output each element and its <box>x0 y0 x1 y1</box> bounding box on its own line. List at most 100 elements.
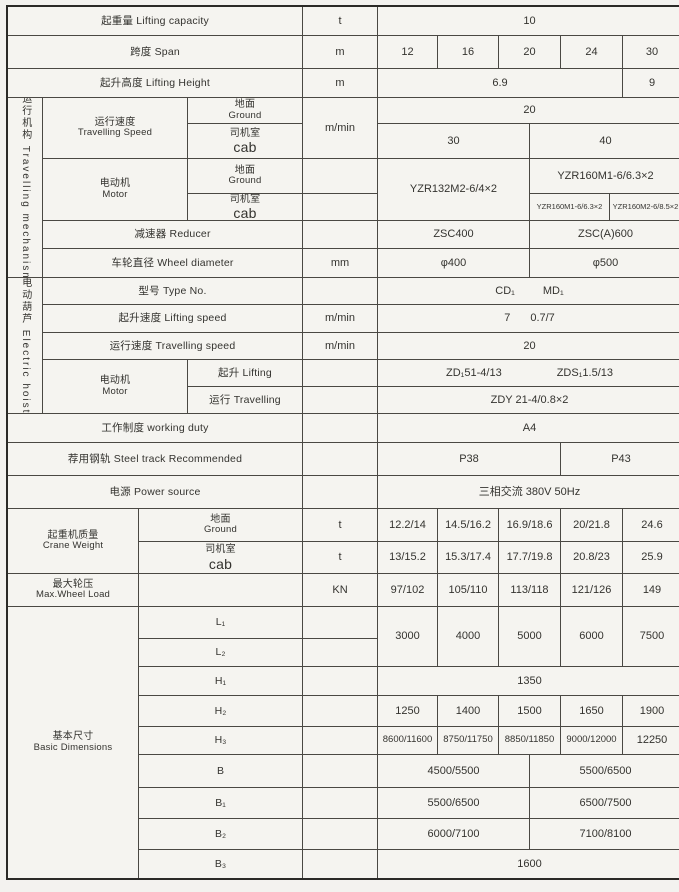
max-wheel-load-4: 149 <box>623 574 679 606</box>
tm-speed-ground-zh: 地面 <box>234 99 256 111</box>
crane-weight-ground-4: 24.6 <box>623 509 679 541</box>
dim-l-value-4: 7500 <box>623 607 679 666</box>
span-unit: m <box>303 36 377 68</box>
empty-cell <box>303 387 377 413</box>
dim-h3-label: H₃ <box>139 727 302 754</box>
lifting-height-unit: m <box>303 69 377 97</box>
reducer-label: 减速器 Reducer <box>43 221 302 248</box>
tm-travelling-speed-label: 运行速度 Travelling Speed <box>43 98 187 158</box>
crane-weight-cab-4: 25.9 <box>623 542 679 573</box>
hoist-lifting-speed-b: 0.7/7 <box>530 312 555 325</box>
tm-motor-value-cab-left: YZR160M1-6/6.3×2 <box>530 194 609 220</box>
tm-motor-label-zh: 电动机 <box>99 178 131 190</box>
dim-h2-label: H₂ <box>139 696 302 726</box>
empty-cell <box>303 819 377 849</box>
dim-b2-label: B₂ <box>139 819 302 849</box>
tm-travelling-speed-label-zh: 运行速度 <box>94 116 136 128</box>
tm-speed-cab-zh: 司机室 <box>229 127 261 139</box>
hoist-motor-label-zh: 电动机 <box>99 375 131 387</box>
tm-motor-label-en: Motor <box>102 188 128 200</box>
empty-cell <box>303 607 377 638</box>
hoist-type-value: CD₁ MD₁ <box>378 278 679 304</box>
section-travelling-mechanism-label: 运行机构 Travelling mechanism <box>8 98 42 277</box>
lifting-height-label: 起升高度 Lifting Height <box>8 69 302 97</box>
empty-cell <box>303 476 377 508</box>
empty-cell <box>303 727 377 754</box>
crane-weight-ground-unit: t <box>303 509 377 541</box>
empty-cell <box>303 696 377 726</box>
dim-b1-value-right: 6500/7500 <box>530 788 679 818</box>
tm-motor-value-cab-right: YZR160M2-6/8.5×2 <box>610 194 679 220</box>
hoist-motor-lifting-value: ZD₁51-4/13 ZDS₁1.5/13 <box>378 360 679 386</box>
span-value-4: 30 <box>623 36 679 68</box>
hoist-lifting-speed-label: 起升速度 Lifting speed <box>43 305 302 332</box>
hoist-lifting-speed-unit: m/min <box>303 305 377 332</box>
dim-h3-3: 9000/12000 <box>561 727 622 754</box>
hoist-motor-travelling-label: 运行 Travelling <box>188 387 302 413</box>
hoist-motor-lifting-label: 起升 Lifting <box>188 360 302 386</box>
tm-speed-cab-value-left: 30 <box>378 124 529 158</box>
empty-cell <box>303 850 377 878</box>
dim-h2-1: 1400 <box>438 696 498 726</box>
hoist-motor-lifting-a: ZD₁51-4/13 <box>446 366 502 379</box>
dim-h3-2: 8850/11850 <box>499 727 560 754</box>
dim-b-value-right: 5500/6500 <box>530 755 679 787</box>
dim-l-value-3: 6000 <box>561 607 622 666</box>
max-wheel-load-1: 105/110 <box>438 574 498 606</box>
working-duty-value: A4 <box>378 414 679 442</box>
section-electric-hoist-label: 电动葫芦 Electric hoist <box>8 278 42 413</box>
dim-b-value-left: 4500/5500 <box>378 755 529 787</box>
crane-weight-cab-0: 13/15.2 <box>378 542 437 573</box>
hoist-travelling-speed-label: 运行速度 Travelling speed <box>43 333 302 359</box>
lifting-capacity-value: 10 <box>378 7 679 35</box>
tm-motor-ground-label: 地面 Ground <box>188 159 302 193</box>
span-value-0: 12 <box>378 36 437 68</box>
dim-b2-value-right: 7100/8100 <box>530 819 679 849</box>
max-wheel-load-2: 113/118 <box>499 574 560 606</box>
empty-cell <box>303 639 377 666</box>
empty-cell <box>303 788 377 818</box>
hoist-lifting-speed-value: 7 0.7/7 <box>378 305 679 332</box>
basic-dimensions-label: 基本尺寸 Basic Dimensions <box>8 607 138 878</box>
hoist-type-label: 型号 Type No. <box>43 278 302 304</box>
dim-l1-label: L₁ <box>139 607 302 638</box>
dim-h2-2: 1500 <box>499 696 560 726</box>
tm-motor-value-main: YZR132M2-6/4×2 <box>378 159 529 220</box>
tm-speed-ground-value: 20 <box>378 98 679 123</box>
dim-h1-value: 1350 <box>378 667 679 695</box>
dim-l-value-0: 3000 <box>378 607 437 666</box>
crane-weight-cab-2: 17.7/19.8 <box>499 542 560 573</box>
span-label: 跨度 Span <box>8 36 302 68</box>
dim-b2-value-left: 6000/7100 <box>378 819 529 849</box>
reducer-value-right: ZSC(A)600 <box>530 221 679 248</box>
basic-dimensions-label-en: Basic Dimensions <box>33 741 113 753</box>
dim-b3-value: 1600 <box>378 850 679 878</box>
steel-track-value-left: P38 <box>378 443 560 475</box>
crane-weight-cab-label: 司机室 cab <box>139 542 302 573</box>
empty-cell <box>303 414 377 442</box>
steel-track-label: 荐用钢轨 Steel track Recommended <box>8 443 302 475</box>
power-source-value: 三相交流 380V 50Hz <box>378 476 679 508</box>
dim-l-value-2: 5000 <box>499 607 560 666</box>
max-wheel-load-label-en: Max.Wheel Load <box>35 589 111 601</box>
tm-motor-cab-zh: 司机室 <box>229 194 261 205</box>
crane-weight-label-en: Crane Weight <box>42 540 104 552</box>
crane-weight-cab-zh: 司机室 <box>205 544 236 556</box>
hoist-type-value-b: MD₁ <box>542 284 564 297</box>
hoist-motor-travelling-value: ZDY 21-4/0.8×2 <box>378 387 679 413</box>
crane-weight-cab-unit: t <box>303 542 377 573</box>
crane-weight-cab-1: 15.3/17.4 <box>438 542 498 573</box>
spec-table: 起重量 Lifting capacity t 10 跨度 Span m 12 1… <box>6 5 679 880</box>
crane-weight-ground-0: 12.2/14 <box>378 509 437 541</box>
wheel-diameter-unit: mm <box>303 249 377 277</box>
crane-weight-cab-en: cab <box>208 555 233 572</box>
crane-weight-label-zh: 起重机质量 <box>47 529 99 541</box>
span-value-2: 20 <box>499 36 560 68</box>
wheel-diameter-label: 车轮直径 Wheel diameter <box>43 249 302 277</box>
tm-speed-ground-en: Ground <box>228 109 262 121</box>
empty-cell <box>303 667 377 695</box>
max-wheel-load-3: 121/126 <box>561 574 622 606</box>
hoist-motor-lifting-b: ZDS₁1.5/13 <box>556 366 613 379</box>
dim-h2-3: 1650 <box>561 696 622 726</box>
span-value-3: 24 <box>561 36 622 68</box>
